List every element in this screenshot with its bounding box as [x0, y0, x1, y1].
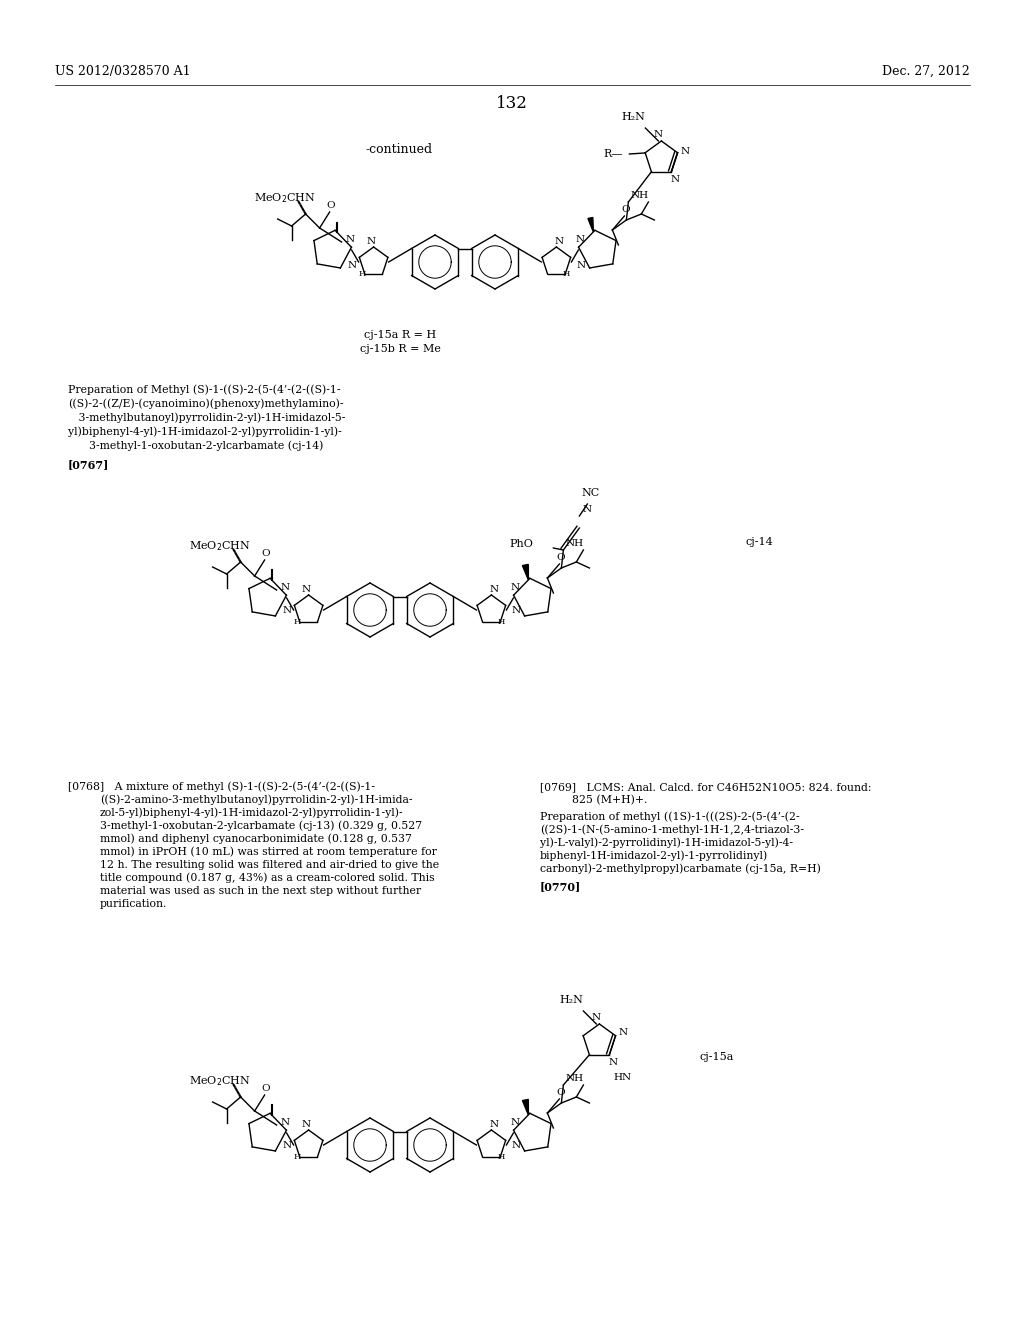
Text: N: N: [592, 1012, 601, 1022]
Text: N: N: [489, 585, 499, 594]
Text: N: N: [609, 1059, 617, 1067]
Text: ((2S)-1-(N-(5-amino-1-methyl-1H-1,2,4-triazol-3-: ((2S)-1-(N-(5-amino-1-methyl-1H-1,2,4-tr…: [540, 825, 804, 836]
Text: N: N: [282, 1140, 291, 1150]
Text: H: H: [358, 271, 366, 279]
Text: MeO$_2$CHN: MeO$_2$CHN: [188, 539, 251, 553]
Text: N: N: [301, 1119, 310, 1129]
Text: 132: 132: [496, 95, 528, 112]
Text: N: N: [511, 583, 520, 591]
Text: N: N: [680, 148, 689, 157]
Text: R—: R—: [604, 149, 623, 158]
Text: purification.: purification.: [100, 899, 167, 909]
Polygon shape: [522, 1100, 528, 1115]
Polygon shape: [588, 218, 593, 232]
Text: O: O: [556, 1088, 564, 1097]
Text: [0770]: [0770]: [540, 880, 582, 892]
Text: N: N: [575, 235, 585, 244]
Text: H₂N: H₂N: [622, 112, 645, 121]
Text: N: N: [555, 238, 564, 246]
Text: HN: HN: [613, 1073, 632, 1082]
Text: 3-methyl-1-oxobutan-2-ylcarbamate (cj-13) (0.329 g, 0.527: 3-methyl-1-oxobutan-2-ylcarbamate (cj-13…: [100, 821, 422, 832]
Text: O: O: [261, 1084, 270, 1093]
Text: N: N: [618, 1028, 628, 1038]
Text: Preparation of Methyl (S)-1-((S)-2-(5-(4’-(2-((S)-1-: Preparation of Methyl (S)-1-((S)-2-(5-(4…: [68, 384, 341, 395]
Text: Dec. 27, 2012: Dec. 27, 2012: [883, 65, 970, 78]
Text: [0767]: [0767]: [68, 459, 110, 470]
Text: MeO$_2$CHN: MeO$_2$CHN: [188, 1074, 251, 1088]
Text: material was used as such in the next step without further: material was used as such in the next st…: [100, 886, 421, 896]
Text: N: N: [489, 1119, 499, 1129]
Text: H: H: [498, 618, 505, 626]
Text: N: N: [671, 176, 680, 183]
Text: H: H: [293, 618, 300, 626]
Text: N: N: [280, 583, 289, 591]
Text: mmol) in iPrOH (10 mL) was stirred at room temperature for: mmol) in iPrOH (10 mL) was stirred at ro…: [100, 846, 437, 857]
Text: N: N: [511, 606, 520, 615]
Text: 12 h. The resulting solid was filtered and air-dried to give the: 12 h. The resulting solid was filtered a…: [100, 861, 439, 870]
Text: NC: NC: [582, 488, 600, 498]
Text: O: O: [622, 205, 630, 214]
Text: 3-methylbutanoyl)pyrrolidin-2-yl)-1H-imidazol-5-: 3-methylbutanoyl)pyrrolidin-2-yl)-1H-imi…: [68, 412, 345, 422]
Text: H: H: [562, 271, 570, 279]
Text: cj-15a R = H: cj-15a R = H: [364, 330, 436, 341]
Text: ((S)-2-((Z/E)-(cyanoimino)(phenoxy)methylamino)-: ((S)-2-((Z/E)-(cyanoimino)(phenoxy)methy…: [68, 399, 343, 409]
Text: MeO$_2$CHN: MeO$_2$CHN: [254, 191, 315, 205]
Text: [0768]   A mixture of methyl (S)-1-((S)-2-(5-(4’-(2-((S)-1-: [0768] A mixture of methyl (S)-1-((S)-2-…: [68, 781, 375, 792]
Text: O: O: [327, 201, 335, 210]
Text: N: N: [347, 260, 356, 269]
Text: N: N: [511, 1118, 520, 1127]
Text: biphenyl-1H-imidazol-2-yl)-1-pyrrolidinyl): biphenyl-1H-imidazol-2-yl)-1-pyrrolidiny…: [540, 850, 768, 861]
Text: N: N: [511, 1140, 520, 1150]
Text: N: N: [345, 235, 354, 244]
Text: carbonyl)-2-methylpropyl)carbamate (cj-15a, R=H): carbonyl)-2-methylpropyl)carbamate (cj-1…: [540, 863, 821, 874]
Text: N: N: [577, 260, 586, 269]
Polygon shape: [522, 565, 528, 579]
Text: H: H: [498, 1154, 505, 1162]
Text: O: O: [261, 549, 270, 558]
Text: title compound (0.187 g, 43%) as a cream-colored solid. This: title compound (0.187 g, 43%) as a cream…: [100, 873, 434, 883]
Text: -continued: -continued: [365, 143, 432, 156]
Text: N: N: [280, 1118, 289, 1127]
Text: H₂N: H₂N: [559, 995, 584, 1005]
Text: NH: NH: [631, 191, 648, 201]
Text: H: H: [293, 1154, 300, 1162]
Text: NH: NH: [565, 539, 584, 548]
Text: N: N: [653, 129, 663, 139]
Text: yl)-L-valyl)-2-pyrrolidinyl)-1H-imidazol-5-yl)-4-: yl)-L-valyl)-2-pyrrolidinyl)-1H-imidazol…: [540, 837, 793, 847]
Text: PhO: PhO: [510, 539, 534, 549]
Text: 825 (M+H)+.: 825 (M+H)+.: [572, 795, 647, 805]
Text: ((S)-2-amino-3-methylbutanoyl)pyrrolidin-2-yl)-1H-imida-: ((S)-2-amino-3-methylbutanoyl)pyrrolidin…: [100, 795, 413, 805]
Text: N: N: [301, 585, 310, 594]
Text: 3-methyl-1-oxobutan-2-ylcarbamate (cj-14): 3-methyl-1-oxobutan-2-ylcarbamate (cj-14…: [68, 441, 324, 451]
Text: N: N: [366, 238, 375, 246]
Text: yl)biphenyl-4-yl)-1H-imidazol-2-yl)pyrrolidin-1-yl)-: yl)biphenyl-4-yl)-1H-imidazol-2-yl)pyrro…: [68, 426, 342, 437]
Text: Preparation of methyl ((1S)-1-(((2S)-2-(5-(4’-(2-: Preparation of methyl ((1S)-1-(((2S)-2-(…: [540, 812, 800, 822]
Text: O: O: [556, 553, 564, 562]
Text: [0769]   LCMS: Anal. Calcd. for C46H52N10O5: 824. found:: [0769] LCMS: Anal. Calcd. for C46H52N10O…: [540, 781, 871, 792]
Text: cj-15b R = Me: cj-15b R = Me: [359, 345, 440, 354]
Text: NH: NH: [565, 1074, 584, 1082]
Text: cj-14: cj-14: [745, 537, 773, 546]
Text: cj-15a: cj-15a: [700, 1052, 734, 1063]
Text: N: N: [583, 506, 592, 513]
Text: mmol) and diphenyl cyanocarbonimidate (0.128 g, 0.537: mmol) and diphenyl cyanocarbonimidate (0…: [100, 833, 412, 843]
Text: N: N: [282, 606, 291, 615]
Text: US 2012/0328570 A1: US 2012/0328570 A1: [55, 65, 190, 78]
Text: zol-5-yl)biphenyl-4-yl)-1H-imidazol-2-yl)pyrrolidin-1-yl)-: zol-5-yl)biphenyl-4-yl)-1H-imidazol-2-yl…: [100, 808, 403, 818]
